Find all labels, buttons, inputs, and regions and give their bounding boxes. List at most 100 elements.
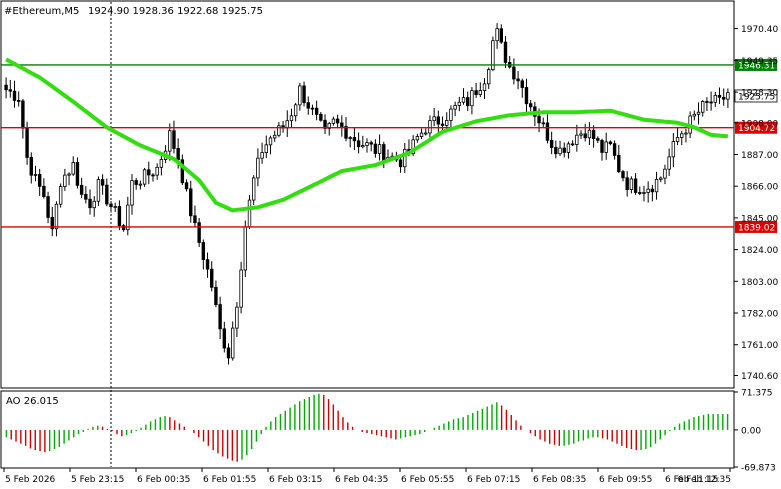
candle <box>201 239 206 270</box>
candle <box>717 87 722 104</box>
candle <box>608 140 613 146</box>
candle <box>314 100 319 121</box>
candle <box>117 200 122 231</box>
candle <box>12 80 17 108</box>
candle <box>604 132 608 160</box>
level-label: 1904.72 <box>738 124 775 134</box>
candle <box>205 252 210 278</box>
candle <box>449 105 453 130</box>
candle <box>709 91 713 111</box>
x-tick-label: 5 Feb 2026 <box>5 475 56 485</box>
y-tick-label: 1761.00 <box>741 341 778 351</box>
candle <box>453 101 457 117</box>
candle <box>612 140 617 160</box>
candle <box>289 108 294 128</box>
candle <box>302 81 306 107</box>
candle <box>470 87 474 115</box>
candle <box>562 142 566 158</box>
candle <box>293 102 298 122</box>
x-tick-label: 6 Feb 03:15 <box>269 475 322 485</box>
candle <box>570 140 575 147</box>
candle <box>377 134 382 161</box>
level-label-box <box>735 58 777 71</box>
candle <box>424 128 428 136</box>
candle <box>105 178 109 207</box>
candle <box>491 36 495 72</box>
candle <box>650 184 655 202</box>
candle <box>147 161 151 185</box>
candle <box>306 96 310 115</box>
candle <box>96 176 101 206</box>
candle <box>549 131 554 155</box>
candle <box>348 135 352 148</box>
candle <box>482 78 487 99</box>
candle <box>335 114 340 129</box>
candle <box>466 91 470 112</box>
candle <box>499 24 503 44</box>
x-tick-label: 6 Feb 09:55 <box>599 475 652 485</box>
candle <box>134 178 138 190</box>
candle <box>369 140 373 152</box>
moving-average-line <box>5 57 729 213</box>
candle <box>168 123 172 161</box>
candle <box>633 173 638 195</box>
x-tick-label: 6 Feb 07:15 <box>467 475 520 485</box>
candle <box>298 82 302 111</box>
candle <box>4 77 8 99</box>
candle <box>218 296 222 340</box>
chart-header-ohlc: 1924.90 1928.36 1922.68 1925.75 <box>88 6 263 17</box>
candle <box>638 186 642 196</box>
candle <box>503 36 508 68</box>
candle <box>251 175 256 206</box>
candle <box>8 79 12 98</box>
candle <box>58 183 63 208</box>
candle <box>92 196 96 217</box>
candle <box>478 82 483 98</box>
candle <box>37 168 42 196</box>
x-tick-label: 6 Feb 00:35 <box>137 475 190 485</box>
candle <box>558 140 562 157</box>
candle <box>151 173 155 182</box>
candle <box>42 178 46 199</box>
candle <box>222 321 227 353</box>
candle <box>520 78 524 98</box>
candle <box>671 133 676 168</box>
candle <box>646 181 650 203</box>
candle <box>88 189 92 215</box>
y-tick-label: 1887.00 <box>741 151 778 161</box>
candle <box>29 152 33 184</box>
candle <box>264 135 268 159</box>
current-price-label: 1925.75 <box>738 92 775 102</box>
price-pane <box>0 0 735 389</box>
candle <box>84 186 88 204</box>
candle <box>583 123 587 142</box>
level-label: 1946.31 <box>738 61 775 71</box>
x-tick-label: 6 Feb 08:35 <box>533 475 586 485</box>
candle <box>172 120 176 154</box>
candle <box>528 100 533 112</box>
candle <box>352 127 357 150</box>
candle <box>63 168 67 191</box>
x-tick-label: 6 Feb 11:15 <box>665 475 718 485</box>
candle <box>75 157 80 189</box>
candle <box>617 144 621 174</box>
candle <box>629 176 634 194</box>
x-tick-label: 6 Feb 01:55 <box>203 475 256 485</box>
candle <box>667 148 671 176</box>
candle <box>625 171 629 197</box>
candle <box>226 343 231 365</box>
candle <box>235 302 239 338</box>
ao-indicator-label: AO 26.015 <box>6 396 59 407</box>
level-label-box <box>735 220 777 233</box>
candle <box>512 58 516 85</box>
y-tick-label: 1949.35 <box>741 57 778 67</box>
candle <box>591 125 596 148</box>
candle <box>524 78 529 114</box>
x-tick-label: 5 Feb 23:15 <box>71 475 124 485</box>
candle <box>310 104 315 116</box>
x-tick-label: 6 Feb 05:55 <box>401 475 454 485</box>
candle <box>319 112 323 122</box>
candle <box>474 82 478 98</box>
candle <box>71 156 75 176</box>
